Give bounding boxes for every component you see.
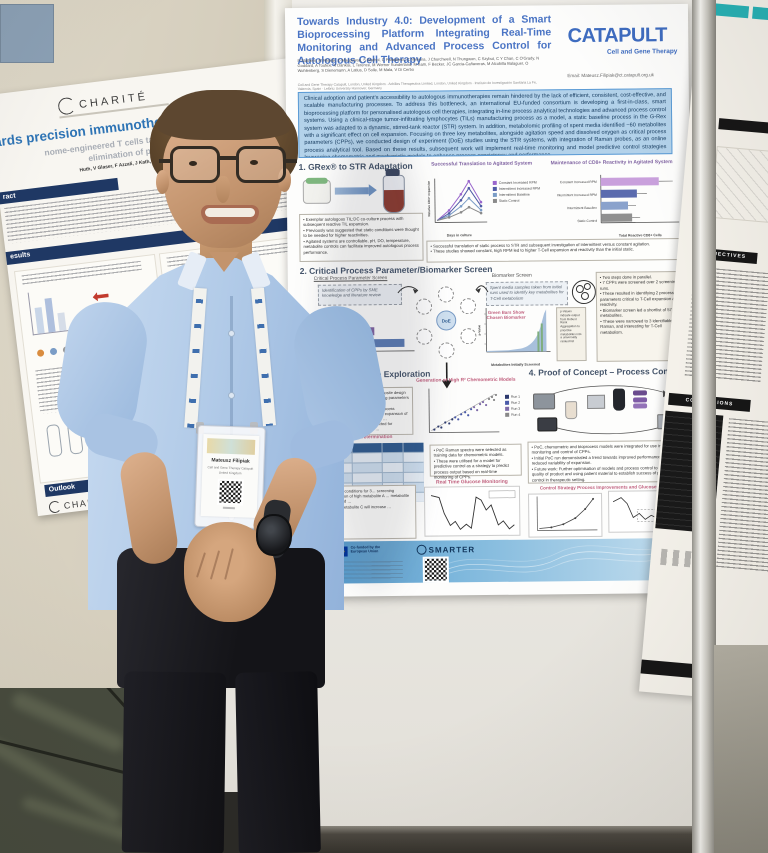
glasses-temple-left [159,159,172,163]
shirt-button [228,392,235,399]
finger-line [209,550,221,580]
person-smile [201,205,259,224]
glasses-lens-right [236,146,286,183]
teeth [205,208,255,217]
frame-pole [692,0,716,853]
person-nose [216,176,230,203]
hair-fringe [158,90,290,140]
top-left-card [0,4,54,63]
glucose-monitoring-chart [423,485,521,537]
person-eye-right [250,160,258,165]
glasses [159,146,297,188]
flow-arrow [475,285,489,294]
badge-photo-strip [206,438,256,455]
expansion-control-chart [528,492,603,538]
finger-line [224,548,234,580]
trouser-leg-left [121,671,227,853]
trouser-leg-right [235,671,321,853]
expansion-line-chart: Days in culture Relative CD3+ expansion [427,174,492,237]
finger-line [196,552,206,578]
conference-badge: Mateusz Filipiak Cell and Gene Therapy C… [194,424,266,530]
badge-qr-code [217,478,244,506]
person-eye-left [189,161,197,166]
main-poster: Towards Industry 4.0: Development of a S… [284,3,695,598]
down-arrow [441,362,452,389]
glasses-temple-right [284,159,297,163]
flow-arrow [397,286,419,294]
badge-org-line2: United Kingdom [218,470,242,476]
chemometric-scatter-chart: Run 1 Run 2 Run 3 Run 4 [421,386,526,441]
reactivity-bar-chart: Total Reactive CD8+ Cells [599,172,682,238]
watch-face [256,514,292,556]
glasses-bridge [217,156,239,160]
badge-name: Mateusz Filipiak [211,457,250,465]
pvalue-area-chart: Green Bars Show Chosen Biomarker Metabol… [477,305,553,367]
badge-card: Mateusz Filipiak Cell and Gene Therapy C… [200,434,260,518]
wave-pattern [436,541,679,579]
badge-fineprint [222,506,235,510]
person-ear-left [156,170,169,194]
right-floor [714,645,768,853]
footer-banner: Co-funded by the European Union SMARTER [306,538,679,584]
shirt-button [228,330,235,337]
